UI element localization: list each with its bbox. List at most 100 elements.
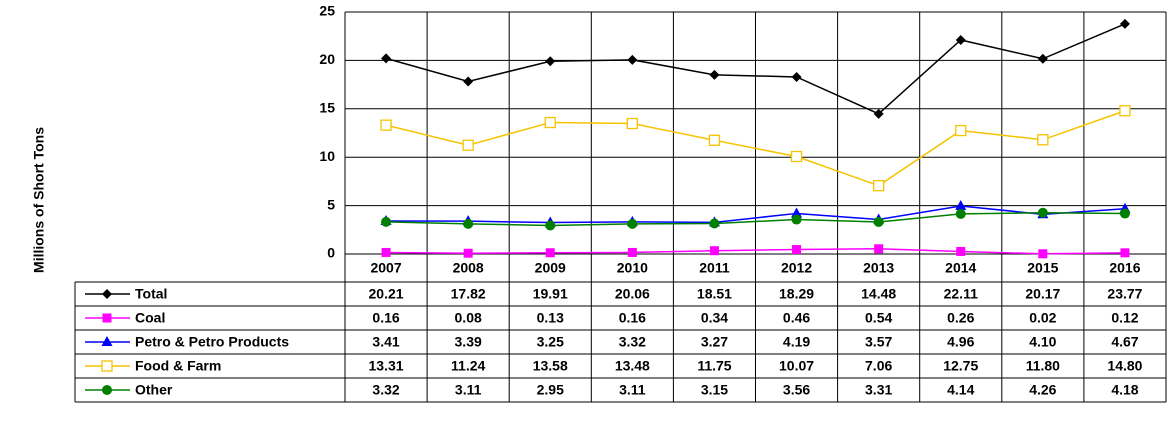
table-value: 11.75	[697, 358, 731, 374]
table-value: 0.08	[455, 310, 482, 326]
table-value: 3.15	[701, 382, 728, 398]
table-value: 4.10	[1029, 334, 1056, 350]
table-value: 22.11	[944, 286, 978, 302]
marker	[874, 244, 884, 254]
marker	[381, 216, 392, 227]
y-axis-label: Millions of Short Tons	[31, 127, 47, 273]
marker	[1038, 249, 1048, 259]
marker	[709, 69, 720, 80]
series-line	[386, 212, 1125, 227]
table-value: 13.48	[615, 358, 650, 374]
table-value: 0.16	[372, 310, 399, 326]
table-value: 0.46	[783, 310, 810, 326]
marker	[626, 117, 638, 130]
table-value: 14.80	[1107, 358, 1142, 374]
table-value: 4.19	[783, 334, 810, 350]
table-value: 4.14	[947, 382, 974, 398]
marker	[791, 207, 803, 218]
y-tick-label: 25	[319, 3, 335, 19]
table-value: 12.75	[943, 358, 978, 374]
x-tick-label: 2011	[699, 260, 730, 276]
table-value: 0.12	[1111, 310, 1138, 326]
marker	[627, 54, 638, 65]
legend-label: Petro & Petro Products	[135, 334, 289, 350]
table-value: 23.77	[1107, 286, 1142, 302]
table-value: 2.95	[537, 382, 564, 398]
table-value: 3.56	[783, 382, 810, 398]
table-value: 4.96	[947, 334, 974, 350]
table-value: 0.54	[865, 310, 892, 326]
marker	[955, 34, 966, 45]
table-value: 0.13	[537, 310, 564, 326]
table-value: 3.31	[865, 382, 892, 398]
marker	[463, 218, 474, 229]
marker	[545, 248, 555, 258]
table-value: 0.34	[701, 310, 728, 326]
marker	[956, 246, 966, 256]
x-tick-label: 2013	[863, 260, 894, 276]
table-value: 4.18	[1111, 382, 1138, 398]
table-value: 19.91	[533, 286, 568, 302]
marker	[627, 247, 637, 257]
marker	[545, 220, 556, 231]
table-value: 10.07	[779, 358, 814, 374]
marker	[463, 248, 473, 258]
x-tick-label: 2015	[1027, 260, 1058, 276]
marker	[955, 124, 967, 137]
table-value: 0.02	[1029, 310, 1056, 326]
series-line	[385, 23, 1126, 115]
marker	[873, 180, 885, 192]
table-value: 3.57	[865, 334, 892, 350]
marker	[709, 218, 720, 229]
table-value: 11.24	[451, 358, 485, 374]
marker	[708, 134, 721, 146]
table-value: 18.51	[697, 286, 732, 302]
marker	[1119, 105, 1131, 117]
table-value: 4.26	[1029, 382, 1056, 398]
table-value: 7.06	[865, 358, 892, 374]
table-value: 0.26	[947, 310, 974, 326]
marker	[791, 71, 802, 82]
legend-label: Coal	[135, 310, 165, 326]
table-value: 11.80	[1026, 358, 1060, 374]
marker	[380, 119, 392, 131]
table-value: 3.32	[372, 382, 399, 398]
marker	[545, 56, 556, 67]
marker	[102, 289, 112, 299]
table-value: 3.11	[455, 382, 482, 398]
x-tick-label: 2008	[453, 260, 484, 276]
marker	[544, 116, 556, 129]
marker	[792, 245, 802, 255]
marker	[101, 336, 113, 346]
table-value: 4.67	[1111, 334, 1138, 350]
y-tick-label: 0	[327, 245, 335, 261]
marker	[1037, 134, 1049, 146]
marker	[955, 199, 967, 210]
table-value: 20.17	[1025, 286, 1060, 302]
marker	[381, 247, 391, 257]
table-value: 3.25	[537, 334, 564, 350]
x-tick-label: 2009	[535, 260, 566, 276]
x-tick-label: 2016	[1109, 260, 1140, 276]
table-value: 3.11	[619, 382, 646, 398]
legend-label: Other	[135, 382, 173, 398]
legend-label: Total	[135, 286, 167, 302]
legend-label: Food & Farm	[135, 358, 221, 374]
marker	[462, 139, 474, 151]
marker	[463, 76, 474, 87]
marker	[102, 385, 112, 395]
table-value: 13.31	[369, 358, 404, 374]
marker	[1120, 248, 1130, 258]
marker	[627, 218, 638, 229]
marker	[791, 214, 802, 225]
x-tick-label: 2012	[781, 260, 812, 276]
marker	[1037, 207, 1048, 218]
marker	[102, 313, 112, 323]
marker	[790, 150, 803, 163]
table-value: 14.48	[861, 286, 896, 302]
marker	[873, 108, 884, 119]
table-value: 13.58	[533, 358, 568, 374]
y-tick-label: 5	[327, 196, 335, 212]
marker	[1119, 208, 1130, 219]
series-line	[385, 110, 1126, 187]
